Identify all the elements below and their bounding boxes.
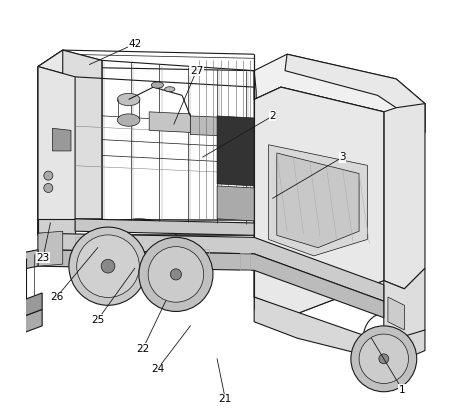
Ellipse shape [44, 183, 53, 192]
Polygon shape [254, 87, 384, 313]
Polygon shape [277, 153, 359, 248]
Polygon shape [63, 50, 102, 219]
Polygon shape [384, 104, 425, 289]
Text: 24: 24 [151, 364, 164, 374]
Text: 42: 42 [128, 39, 141, 49]
Ellipse shape [151, 82, 163, 88]
Polygon shape [38, 66, 75, 235]
Polygon shape [269, 145, 367, 256]
Ellipse shape [381, 356, 387, 361]
Polygon shape [190, 116, 240, 137]
Polygon shape [38, 250, 384, 318]
Ellipse shape [372, 349, 395, 368]
Text: 1: 1 [399, 385, 406, 395]
Ellipse shape [170, 269, 181, 280]
Ellipse shape [379, 354, 389, 364]
Polygon shape [9, 293, 42, 322]
Ellipse shape [117, 114, 140, 126]
Ellipse shape [359, 334, 408, 384]
Text: 25: 25 [91, 315, 104, 325]
Ellipse shape [351, 326, 417, 392]
Polygon shape [217, 186, 254, 221]
Polygon shape [38, 233, 384, 301]
Polygon shape [52, 128, 71, 151]
Polygon shape [149, 112, 190, 133]
Polygon shape [75, 219, 254, 235]
Text: 2: 2 [269, 111, 276, 121]
Text: 3: 3 [339, 152, 346, 162]
Ellipse shape [117, 93, 140, 106]
Polygon shape [18, 250, 38, 270]
Polygon shape [38, 231, 63, 266]
Text: 23: 23 [37, 253, 50, 263]
Ellipse shape [77, 235, 139, 297]
Ellipse shape [148, 247, 204, 302]
Polygon shape [388, 297, 404, 330]
Ellipse shape [139, 237, 213, 311]
Polygon shape [9, 309, 42, 338]
Ellipse shape [101, 259, 115, 273]
Ellipse shape [44, 171, 53, 180]
Polygon shape [254, 54, 425, 133]
Text: 27: 27 [190, 66, 203, 76]
Ellipse shape [165, 87, 175, 92]
Polygon shape [38, 50, 63, 235]
Ellipse shape [69, 227, 147, 305]
Ellipse shape [369, 347, 398, 371]
Polygon shape [38, 219, 75, 235]
Polygon shape [38, 50, 102, 77]
Text: 21: 21 [219, 394, 232, 404]
Polygon shape [285, 54, 425, 133]
Text: 26: 26 [50, 292, 63, 302]
Polygon shape [254, 71, 384, 313]
Polygon shape [384, 268, 425, 351]
Polygon shape [217, 116, 254, 186]
Polygon shape [254, 297, 425, 363]
Text: 22: 22 [137, 344, 150, 354]
